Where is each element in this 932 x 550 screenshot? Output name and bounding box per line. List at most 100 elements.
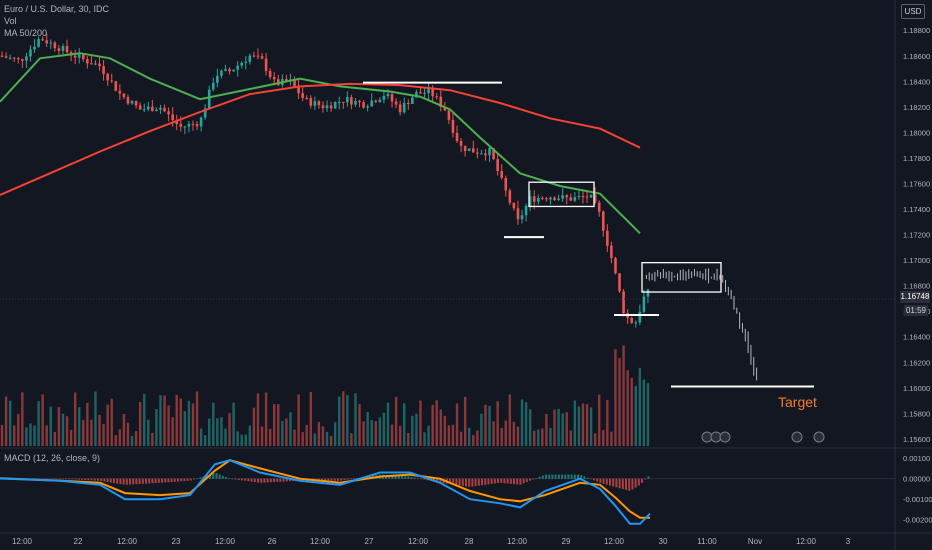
- candle-body: [159, 107, 162, 110]
- volume-bar: [443, 415, 447, 446]
- candle-body: [329, 105, 333, 109]
- candle-body: [163, 107, 166, 112]
- volume-bar: [581, 403, 585, 446]
- price-tick-label: 1.16200: [903, 358, 930, 367]
- time-tick-label: 12:00: [117, 537, 138, 546]
- candle-body: [77, 54, 81, 58]
- candle-body: [146, 106, 150, 110]
- macd-tick-label: -0.00100: [903, 495, 932, 504]
- price-tick-label: 1.18800: [903, 26, 930, 35]
- volume-bar: [496, 401, 499, 446]
- volume-bar: [4, 396, 8, 446]
- candle-body: [252, 55, 256, 57]
- candle-body: [536, 197, 540, 202]
- macd-histogram-bar: [628, 478, 631, 491]
- macd-histogram-bar: [605, 478, 608, 485]
- volume-bar: [8, 400, 12, 446]
- candle-body: [337, 101, 341, 103]
- macd-histogram-bar: [196, 478, 199, 479]
- volume-bar: [0, 425, 4, 446]
- candle-body: [561, 195, 564, 199]
- volume-bar: [642, 379, 646, 446]
- price-tick-label: 1.16800: [903, 282, 930, 291]
- symbol-title[interactable]: Euro / U.S. Dollar, 30, IDC: [4, 4, 110, 14]
- candle-body: [4, 56, 8, 58]
- volume-bar: [431, 404, 434, 446]
- volume-bar: [110, 398, 113, 446]
- macd-histogram-bar: [113, 478, 115, 484]
- candle-body: [577, 196, 581, 198]
- volume-bar: [228, 413, 231, 446]
- macd-histogram-bar: [244, 478, 247, 481]
- candle-body: [378, 99, 382, 102]
- macd-histogram-bar: [266, 478, 269, 483]
- candle-body: [240, 62, 244, 66]
- macd-histogram-bar: [177, 478, 179, 482]
- candle-body: [374, 100, 378, 102]
- macd-histogram-bar: [289, 478, 291, 482]
- macd-histogram-bar: [183, 478, 186, 482]
- volume-bar: [285, 418, 288, 446]
- candle-body: [394, 101, 398, 105]
- candle-body: [232, 69, 235, 72]
- candle-body: [642, 296, 646, 312]
- volume-bar: [82, 419, 85, 446]
- volume-bar: [378, 417, 382, 446]
- candle-body: [191, 123, 195, 125]
- candle-body: [309, 98, 313, 106]
- macd-histogram-bar: [84, 478, 87, 480]
- macd-histogram-bar: [337, 478, 339, 481]
- candle-body: [439, 96, 443, 107]
- ma-legend[interactable]: MA 50/200: [4, 28, 48, 38]
- volume-bar: [325, 431, 329, 446]
- macd-histogram-bar: [193, 478, 195, 480]
- macd-histogram-bar: [452, 478, 455, 485]
- macd-histogram-bar: [404, 476, 407, 479]
- volume-bar: [147, 419, 150, 446]
- volume-bar: [634, 385, 637, 446]
- candle-body: [272, 77, 276, 80]
- volume-bar: [203, 435, 207, 446]
- candle-body: [480, 153, 483, 155]
- volume-bar: [593, 433, 597, 446]
- time-tick-label: 12:00: [310, 537, 331, 546]
- volume-bar: [41, 394, 44, 446]
- volume-bar: [622, 345, 625, 446]
- candle-body: [301, 93, 304, 98]
- volume-bar: [102, 424, 105, 446]
- macd-histogram-bar: [481, 478, 483, 486]
- macd-histogram-bar: [161, 478, 163, 483]
- volume-bar: [49, 406, 52, 446]
- macd-histogram-bar: [557, 474, 560, 479]
- macd-histogram-bar: [436, 478, 439, 483]
- volume-bar: [346, 394, 349, 446]
- macd-histogram-bar: [413, 477, 416, 479]
- candle-body: [49, 42, 53, 44]
- macd-legend[interactable]: MACD (12, 26, close, 9): [4, 453, 101, 463]
- currency-badge[interactable]: USD: [901, 4, 925, 19]
- macd-histogram-bar: [231, 478, 234, 480]
- price-tick-label: 1.16400: [903, 333, 930, 342]
- volume-bar: [602, 429, 605, 446]
- macd-histogram-bar: [55, 478, 58, 480]
- vol-legend[interactable]: Vol: [4, 16, 17, 26]
- macd-histogram-bar: [615, 478, 618, 488]
- volume-bar: [557, 408, 560, 446]
- macd-histogram-bar: [180, 478, 183, 482]
- candle-body: [508, 190, 512, 203]
- candle-body: [492, 148, 495, 160]
- volume-bar: [175, 394, 178, 446]
- volume-bar: [423, 432, 426, 446]
- time-tick-label: 3: [846, 537, 851, 546]
- candle-body: [94, 63, 97, 65]
- macd-histogram-bar: [465, 478, 467, 487]
- macd-tick-label: 0.00000: [903, 475, 930, 484]
- volume-bar: [500, 428, 503, 446]
- volume-bar: [358, 404, 361, 446]
- volume-bar: [273, 404, 276, 446]
- candle-body: [16, 58, 20, 60]
- macd-histogram-bar: [509, 478, 512, 484]
- macd-pane: [0, 459, 895, 525]
- macd-histogram-bar: [189, 478, 192, 481]
